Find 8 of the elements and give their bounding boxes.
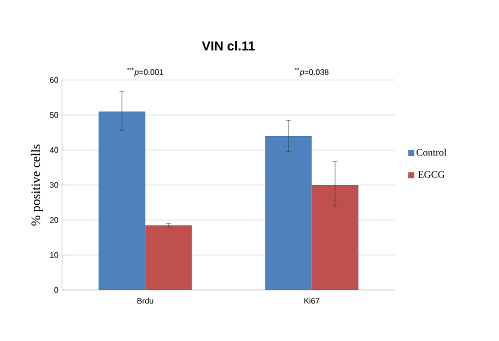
bar	[145, 225, 192, 290]
y-axis-title: % positive cells	[31, 144, 43, 226]
legend-label: Control	[416, 148, 446, 156]
bar	[265, 136, 312, 290]
legend-label: EGCG	[418, 171, 445, 178]
bar	[312, 185, 358, 290]
chart-title: VIN cl.11	[202, 40, 255, 51]
bar	[98, 112, 146, 290]
